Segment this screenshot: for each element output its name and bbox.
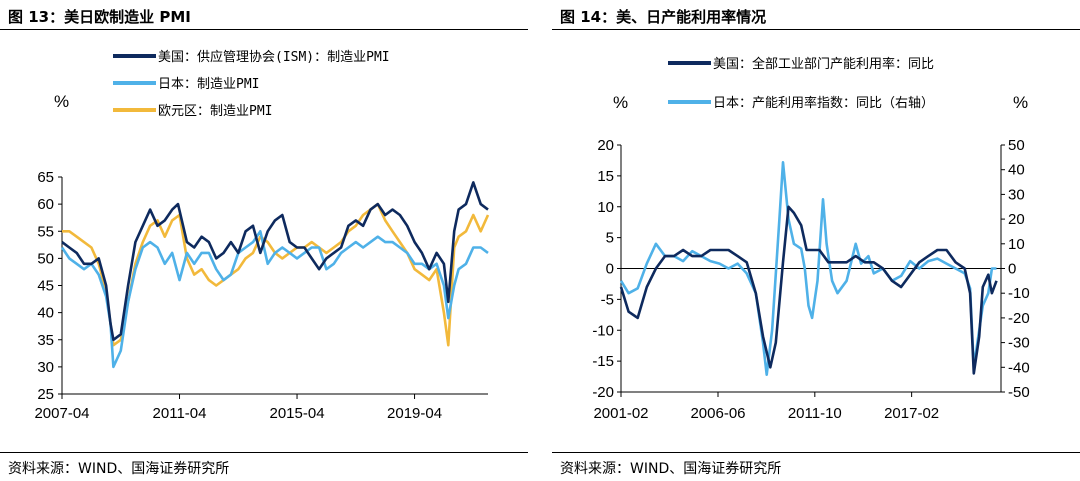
left-y-tick-label: 60 xyxy=(37,196,54,213)
left-y-tick-label: 65 xyxy=(37,169,54,186)
legend-label-us: 美国：供应管理协会(ISM)：制造业PMI xyxy=(158,49,390,65)
left-series-line-0 xyxy=(61,181,489,342)
right-y-unit-right: % xyxy=(1013,93,1028,112)
left-axes: 65 60 55 50 45 40 35 30 25 2007-04 2011-04 2015-04 2… xyxy=(34,169,488,422)
left-y-unit: % xyxy=(54,92,69,111)
right-title-rule xyxy=(552,29,1080,30)
legend-label-eu: 欧元区：制造业PMI xyxy=(158,104,272,119)
right-chart: 美国：全部工业部门产能利用率：同比 日本：产能利用率指数：同比（右轴） % % … xyxy=(592,56,1029,422)
right-y-tick-label-right: -20 xyxy=(1008,310,1030,327)
left-x-tick-label: 2011-04 xyxy=(153,405,207,422)
left-x-tick-label: 2007-04 xyxy=(34,405,89,422)
right-series-line-0 xyxy=(619,205,998,375)
right-x-tick-label: 2001-02 xyxy=(593,405,648,422)
left-series-line-1 xyxy=(60,230,489,369)
left-y-tick-label: 30 xyxy=(37,359,54,376)
right-y-tick-label-right: 20 xyxy=(1008,211,1025,228)
left-x-tick-label: 2019-04 xyxy=(387,405,442,422)
right-axes: 20151050-5-10-15-2050403020100-10-20-30-… xyxy=(592,137,1029,422)
right-source: 资料来源：WIND、国海证券研究所 xyxy=(560,461,782,477)
left-y-tick-label: 25 xyxy=(37,386,54,403)
left-y-tick-label: 40 xyxy=(37,305,54,322)
right-y-tick-label-right: 30 xyxy=(1008,186,1025,203)
right-y-tick-label-left: -10 xyxy=(592,322,614,339)
left-legend: 美国：供应管理协会(ISM)：制造业PMI 日本：制造业PMI 欧元区：制造业P… xyxy=(113,49,390,119)
right-y-tick-label-right: -40 xyxy=(1008,359,1030,376)
right-y-tick-label-left: -15 xyxy=(592,353,614,370)
legend-label-jp: 日本：制造业PMI xyxy=(158,77,259,92)
right-y-tick-label-right: 0 xyxy=(1008,261,1016,278)
right-y-tick-label-right: -10 xyxy=(1008,285,1030,302)
right-y-tick-label-left: -5 xyxy=(601,291,614,308)
left-x-tick-label: 2015-04 xyxy=(270,405,325,422)
left-title-rule xyxy=(0,29,528,30)
left-y-tick-label: 45 xyxy=(37,278,54,295)
right-y-tick-label-left: 20 xyxy=(597,137,614,154)
right-y-tick-label-left: 15 xyxy=(597,168,614,185)
right-x-tick-label: 2011-10 xyxy=(788,405,842,422)
left-y-tick-label: 55 xyxy=(37,223,54,240)
right-y-tick-label-right: 50 xyxy=(1008,137,1025,154)
right-y-tick-label-left: 0 xyxy=(606,261,614,278)
left-chart: 美国：供应管理协会(ISM)：制造业PMI 日本：制造业PMI 欧元区：制造业P… xyxy=(34,49,490,422)
right-y-tick-label-right: -30 xyxy=(1008,335,1030,352)
right-y-tick-label-left: 10 xyxy=(597,199,614,216)
left-series-group xyxy=(60,181,490,369)
legend-label-jp-cap: 日本：产能利用率指数：同比（右轴） xyxy=(713,95,934,111)
right-y-tick-label-right: 10 xyxy=(1008,236,1025,253)
right-y-unit-left: % xyxy=(613,93,628,112)
right-panel-title: 图 14：美、日产能利用率情况 xyxy=(560,8,767,26)
right-x-tick-label: 2006-06 xyxy=(690,405,745,422)
right-legend: 美国：全部工业部门产能利用率：同比 日本：产能利用率指数：同比（右轴） xyxy=(668,56,934,111)
left-y-tick-label: 35 xyxy=(37,332,54,349)
right-y-tick-label-left: 5 xyxy=(606,230,614,247)
left-panel-title: 图 13：美日欧制造业 PMI xyxy=(8,8,191,26)
right-x-tick-label: 2017-02 xyxy=(884,405,939,422)
left-y-tick-label: 50 xyxy=(37,250,54,267)
legend-label-us-cap: 美国：全部工业部门产能利用率：同比 xyxy=(713,56,934,72)
right-source-rule xyxy=(552,452,1080,453)
right-series-group xyxy=(619,161,998,377)
left-source: 资料来源：WIND、国海证券研究所 xyxy=(8,461,230,477)
right-y-tick-label-right: 40 xyxy=(1008,162,1025,179)
right-y-tick-label-right: -50 xyxy=(1008,384,1030,401)
left-source-rule xyxy=(0,452,528,453)
right-y-tick-label-left: -20 xyxy=(592,384,614,401)
